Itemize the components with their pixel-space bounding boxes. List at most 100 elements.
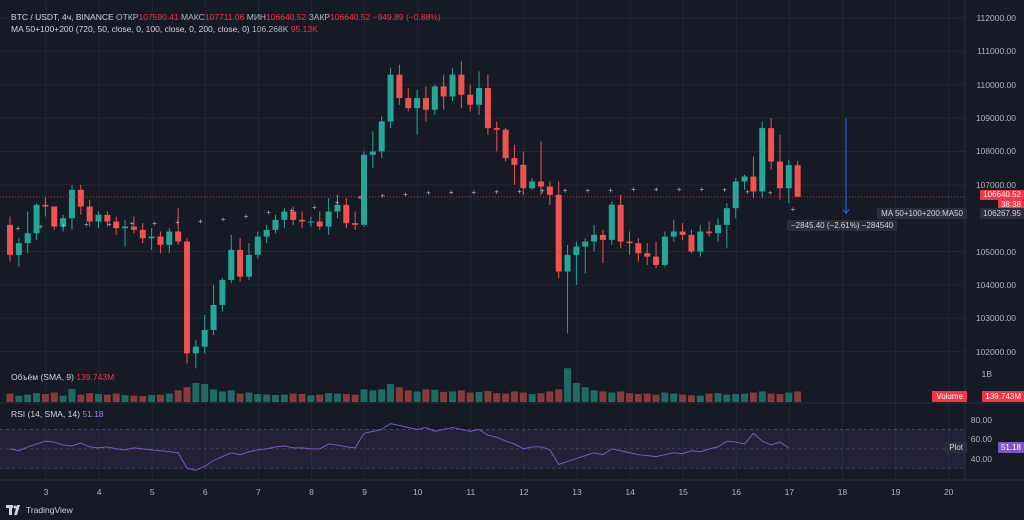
candle-body <box>741 176 748 182</box>
ma50-point: + <box>449 188 454 197</box>
volume-bar <box>475 391 483 402</box>
candle-body <box>644 253 651 257</box>
ma50-point: + <box>130 219 135 228</box>
volume-bar <box>643 393 651 402</box>
volume-bar <box>661 392 669 402</box>
volume-bar <box>794 391 802 402</box>
candle-body <box>617 204 624 242</box>
open-label: ОТКР <box>116 12 139 22</box>
change-value: −949.89 (−0.88%) <box>372 12 441 22</box>
ma50-point: + <box>335 198 340 207</box>
ma-legend[interactable]: MA 50+100+200 (720, 50, close, 0, 100, c… <box>11 24 318 35</box>
candle-body <box>86 206 93 222</box>
ma50-point: + <box>654 185 659 194</box>
high-label: МАКС <box>181 12 205 22</box>
candle-body <box>431 86 438 110</box>
candle-body <box>33 204 40 234</box>
ma50-point: + <box>244 212 249 221</box>
candle-body <box>228 249 235 280</box>
tradingview-logo[interactable]: TradingView <box>6 505 73 515</box>
volume-bar <box>369 390 377 402</box>
ma50-point: + <box>426 189 431 198</box>
candle-body <box>520 164 527 189</box>
candle-body <box>538 181 544 187</box>
volume-bar <box>156 394 164 402</box>
rsi-legend[interactable]: RSI (14, SMA, 14) 51.18 <box>11 409 104 420</box>
volume-bar <box>50 392 58 402</box>
ma50-point: + <box>38 223 43 232</box>
rsi-line <box>9 423 790 471</box>
ma50-point: + <box>699 185 704 194</box>
candle-body <box>166 231 173 245</box>
candle-body <box>15 243 22 255</box>
volume-bar <box>218 391 226 402</box>
time-axis-label: 18 <box>837 487 848 497</box>
volume-legend[interactable]: Объём (SMA, 9) 139.743M <box>11 372 114 383</box>
candle-body <box>254 236 261 255</box>
volume-bar <box>457 390 465 402</box>
ma-legend-value1: 106.268K <box>252 24 289 34</box>
ma50-point: + <box>472 188 477 197</box>
candle-body <box>175 231 182 242</box>
volume-bar <box>493 393 501 402</box>
ma50-point: + <box>107 220 112 229</box>
candle-body <box>440 86 447 97</box>
price-axis-label: 108000.00 <box>975 146 1016 157</box>
volume-bar <box>254 393 262 402</box>
volume-bar <box>749 392 757 402</box>
candle-body <box>555 194 562 272</box>
volume-bar <box>502 393 510 402</box>
volume-bar <box>227 390 235 402</box>
volume-bars <box>6 368 802 402</box>
candle-body <box>776 161 783 189</box>
rsi-value-tag: 51.18 <box>997 442 1024 453</box>
volume-bar <box>68 388 76 402</box>
candle-body <box>591 234 598 242</box>
candle-body <box>635 243 642 254</box>
candle-body <box>715 224 721 234</box>
candle-body <box>405 98 412 109</box>
ma50-point: + <box>61 221 66 230</box>
volume-bar <box>387 384 395 402</box>
time-axis-label: 15 <box>678 487 688 497</box>
candle-body <box>582 241 589 247</box>
volume-bar <box>201 384 209 402</box>
tradingview-logo-icon <box>6 505 20 515</box>
ma50-point: + <box>563 186 568 195</box>
time-axis-label: 3 <box>43 487 49 497</box>
volume-bar <box>564 368 572 402</box>
volume-bar <box>139 396 147 402</box>
volume-bar <box>280 394 288 402</box>
ma50-point: + <box>608 186 613 195</box>
candle-body <box>77 189 84 207</box>
candle-body <box>95 214 102 222</box>
volume-bar <box>183 387 191 402</box>
candle-body <box>422 98 429 110</box>
candle-body <box>458 74 465 95</box>
high-value: 107711.06 <box>204 12 245 22</box>
volume-bar <box>95 393 102 402</box>
volume-bar <box>33 393 41 402</box>
time-axis-label: 17 <box>784 487 795 497</box>
candle-body <box>732 181 739 209</box>
volume-bar <box>298 393 306 402</box>
candle-body <box>201 329 208 347</box>
volume-bar <box>599 391 607 402</box>
time-axis-label: 7 <box>256 487 261 497</box>
price-axis-label: 105000.00 <box>975 246 1016 257</box>
volume-bar <box>696 395 704 402</box>
rsi-polyline <box>9 423 790 471</box>
volume-bar <box>148 395 156 402</box>
candle-body <box>299 219 306 222</box>
volume-bar <box>404 390 412 402</box>
candle-body <box>785 165 792 189</box>
volume-bar <box>41 393 49 402</box>
volume-bar <box>572 383 580 402</box>
volume-bar <box>687 395 695 402</box>
candle-body <box>599 234 606 240</box>
volume-bar <box>245 392 253 402</box>
volume-bar <box>590 390 598 402</box>
volume-bar <box>165 393 173 402</box>
volume-value-tag: 139.743M <box>982 391 1024 402</box>
